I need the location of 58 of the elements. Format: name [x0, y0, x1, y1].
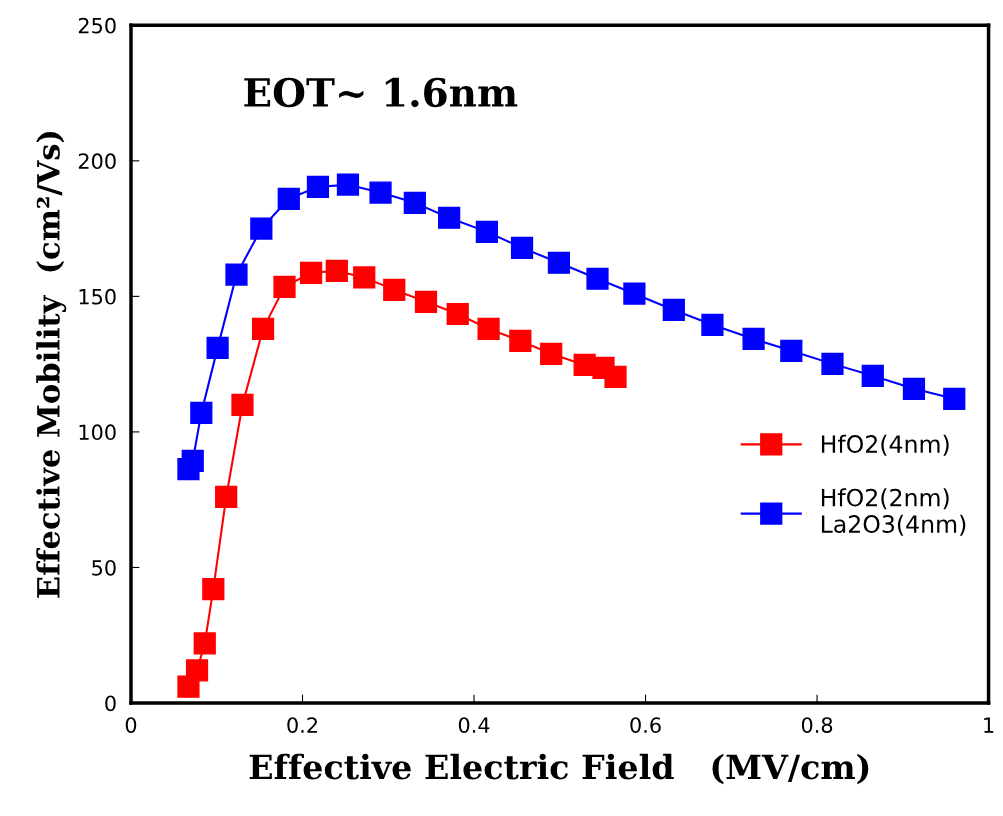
point — [586, 267, 609, 290]
x-tick-label: 0.6 — [630, 717, 661, 733]
x-tick-label: 0.2 — [287, 717, 317, 733]
point — [185, 659, 209, 682]
point — [306, 175, 330, 198]
point — [509, 329, 532, 352]
point — [540, 342, 563, 365]
annotation: EOT~ 1.6nm — [244, 77, 518, 108]
point — [383, 278, 406, 301]
x-tick-label: 0.8 — [801, 717, 833, 733]
point — [353, 266, 376, 289]
y-tick-label: 200 — [78, 153, 116, 170]
point — [780, 339, 803, 362]
point — [902, 377, 926, 400]
y-tick-label: 50 — [92, 559, 116, 576]
x-tick-label: 0 — [125, 717, 137, 733]
point — [299, 261, 323, 284]
legend-label: HfO2(4nm) — [821, 434, 949, 456]
point — [742, 327, 765, 351]
point — [273, 275, 296, 298]
point — [861, 364, 884, 387]
point — [336, 173, 360, 196]
point — [369, 181, 392, 204]
point — [225, 263, 248, 286]
point — [662, 298, 685, 322]
point — [510, 236, 534, 259]
point — [251, 317, 275, 341]
point — [206, 336, 229, 359]
y-tick-label: 250 — [78, 17, 116, 34]
point — [821, 352, 844, 375]
point — [215, 485, 238, 509]
point — [325, 259, 348, 283]
point — [190, 401, 213, 425]
point — [446, 302, 469, 326]
point — [547, 251, 571, 274]
point — [438, 206, 461, 229]
point — [181, 449, 204, 473]
point — [231, 393, 254, 416]
point — [250, 217, 273, 240]
point — [193, 632, 216, 655]
legend-label: HfO2(2nm) La2O3(4nm) — [821, 488, 966, 536]
point — [604, 365, 627, 388]
y-tick-label: 150 — [79, 288, 116, 305]
point — [943, 387, 966, 410]
point — [701, 313, 724, 336]
x-tick-label: 0.4 — [458, 717, 490, 733]
y-axis-title: Effective Mobility (cm²/Vs) — [36, 132, 67, 598]
point — [475, 220, 498, 243]
point — [277, 187, 300, 210]
point — [403, 191, 426, 214]
point — [477, 317, 500, 341]
y-tick-label: 0 — [105, 695, 116, 712]
point — [202, 578, 225, 601]
y-tick-label: 100 — [79, 424, 116, 441]
point — [623, 282, 646, 305]
x-axis-title: Effective Electric Field (MV/cm) — [249, 753, 869, 785]
x-tick-label: 1 — [984, 717, 994, 733]
point — [414, 290, 438, 313]
